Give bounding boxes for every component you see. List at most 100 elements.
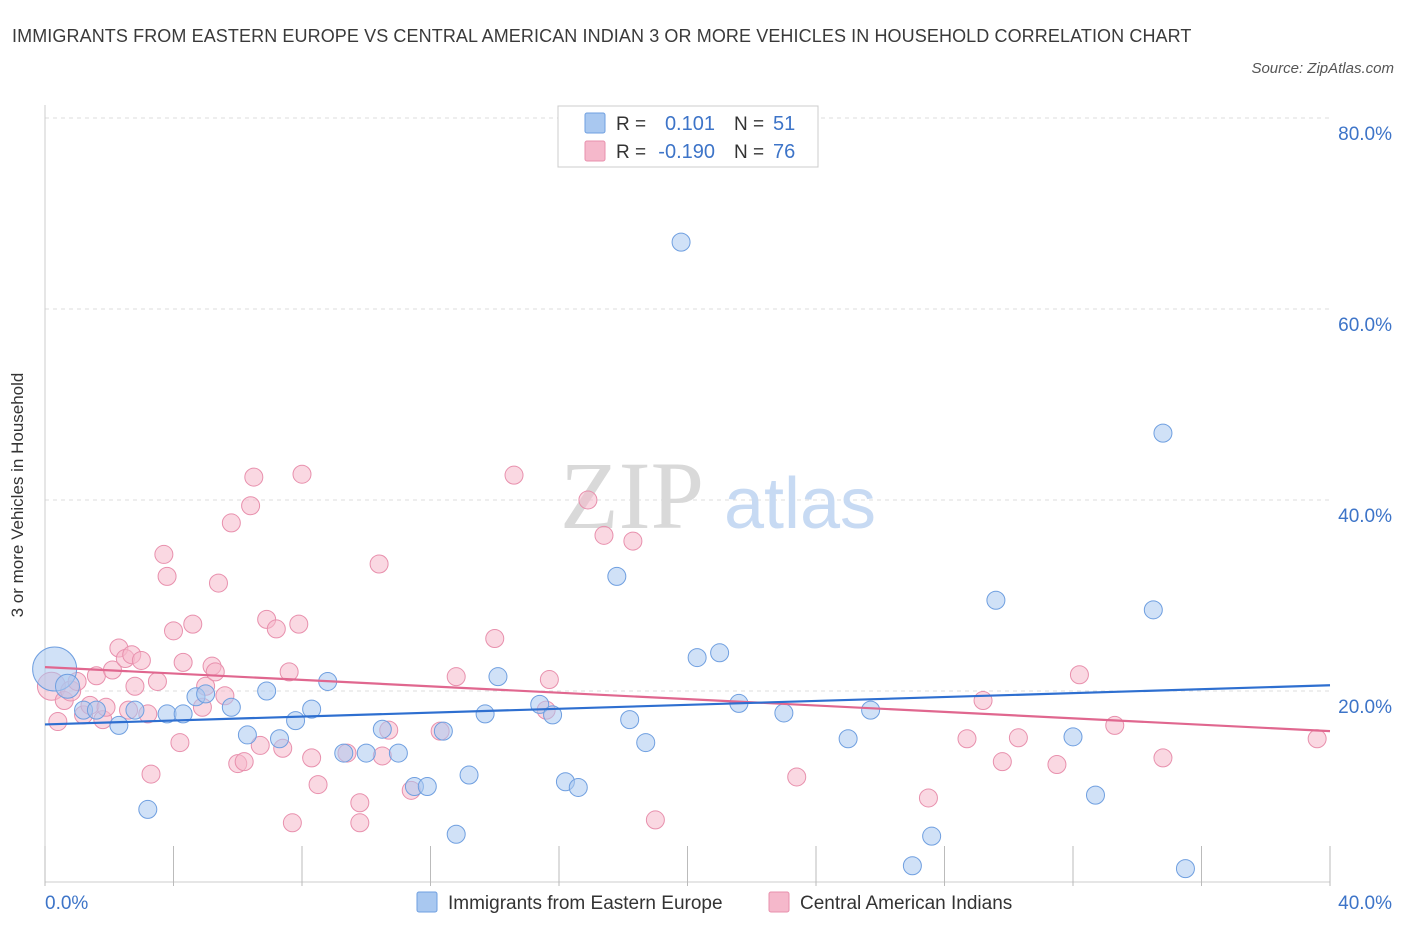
data-point: [350, 813, 370, 833]
data-point: [1153, 423, 1173, 443]
legend-n-value: 51: [773, 113, 795, 135]
data-point: [221, 513, 241, 533]
data-point: [710, 643, 730, 663]
data-point: [918, 788, 938, 808]
x-tick-label: 0.0%: [45, 893, 88, 914]
data-point: [196, 684, 216, 704]
legend-n-value: 76: [773, 141, 795, 163]
data-point: [257, 681, 277, 701]
data-point: [504, 465, 524, 485]
source-note: Source: ZipAtlas.com: [1251, 60, 1394, 77]
y-tick-label: 80.0%: [1338, 124, 1392, 145]
axes: [44, 105, 1331, 886]
data-point: [459, 765, 479, 785]
data-point: [578, 490, 598, 510]
data-point: [388, 743, 408, 763]
legend-r-value: 0.101: [665, 113, 715, 135]
watermark-atlas: atlas: [724, 464, 876, 544]
data-point: [645, 810, 665, 830]
data-point: [1175, 859, 1195, 879]
data-point: [302, 748, 322, 768]
data-point: [543, 705, 563, 725]
data-point: [636, 733, 656, 753]
data-point: [485, 628, 505, 648]
data-point: [838, 729, 858, 749]
data-point: [109, 715, 129, 735]
data-point: [356, 743, 376, 763]
data-point: [48, 712, 68, 732]
data-point: [86, 700, 106, 720]
data-point: [237, 725, 257, 745]
data-point: [157, 566, 177, 586]
data-point: [141, 764, 161, 784]
data-point: [973, 691, 993, 711]
data-point: [671, 232, 691, 252]
data-point: [334, 743, 354, 763]
legend-r-value: -0.190: [658, 141, 715, 163]
legend-series-label: Central American Indians: [800, 893, 1012, 914]
data-point: [568, 777, 588, 797]
data-point: [475, 704, 495, 724]
data-point: [350, 793, 370, 813]
data-point: [131, 650, 151, 670]
y-tick-label: 20.0%: [1338, 697, 1392, 718]
data-point: [138, 799, 158, 819]
data-point: [539, 670, 559, 690]
data-point: [205, 662, 225, 682]
data-point: [279, 662, 299, 682]
data-point: [266, 619, 286, 639]
tick-labels: 20.0% 40.0% 60.0% 80.0% 0.0% 40.0%: [45, 124, 1392, 914]
data-point: [173, 652, 193, 672]
stats-legend: R = 0.101 N = 51 R = -0.190 N = 76: [557, 105, 819, 168]
data-point: [250, 735, 270, 755]
data-point: [125, 676, 145, 696]
data-point: [147, 671, 167, 691]
data-point: [787, 767, 807, 787]
data-point: [54, 673, 80, 699]
data-point: [244, 467, 264, 487]
data-point: [286, 711, 306, 731]
data-point: [607, 566, 627, 586]
data-point: [1047, 755, 1067, 775]
trend-line-blue: [44, 684, 1331, 726]
data-point: [1063, 727, 1083, 747]
data-point: [308, 775, 328, 795]
legend-swatch-pink: [768, 891, 790, 913]
data-point: [183, 614, 203, 634]
trend-line-pink: [44, 666, 1331, 733]
data-point: [1069, 665, 1089, 685]
data-point: [221, 697, 241, 717]
data-point: [433, 721, 453, 741]
y-tick-label: 40.0%: [1338, 506, 1392, 527]
data-point: [1153, 748, 1173, 768]
data-point: [270, 729, 290, 749]
data-point: [289, 614, 309, 634]
data-point: [957, 729, 977, 749]
data-point: [369, 554, 389, 574]
legend-n-label: N =: [734, 114, 764, 135]
data-point: [1307, 729, 1327, 749]
data-point: [446, 667, 466, 687]
data-point: [902, 856, 922, 876]
legend-swatch-blue: [584, 112, 606, 134]
data-point: [1008, 728, 1028, 748]
data-point: [1085, 785, 1105, 805]
legend-r-label: R =: [616, 142, 646, 163]
data-point: [594, 525, 614, 545]
legend-swatch-pink: [584, 140, 606, 162]
gridlines: [45, 117, 1330, 692]
data-point: [170, 733, 190, 753]
data-point: [125, 700, 145, 720]
data-point: [173, 704, 193, 724]
data-point: [372, 746, 392, 766]
series-legend: Immigrants from Eastern Europe Central A…: [416, 891, 1012, 914]
series-immigrants-eastern-europe: [32, 232, 1195, 879]
data-point: [292, 464, 312, 484]
data-point: [861, 700, 881, 720]
legend-series-label: Immigrants from Eastern Europe: [448, 893, 723, 914]
data-point: [241, 496, 261, 516]
trend-lines: [44, 666, 1331, 733]
data-point: [623, 531, 643, 551]
data-point: [488, 667, 508, 687]
data-point: [417, 777, 437, 796]
